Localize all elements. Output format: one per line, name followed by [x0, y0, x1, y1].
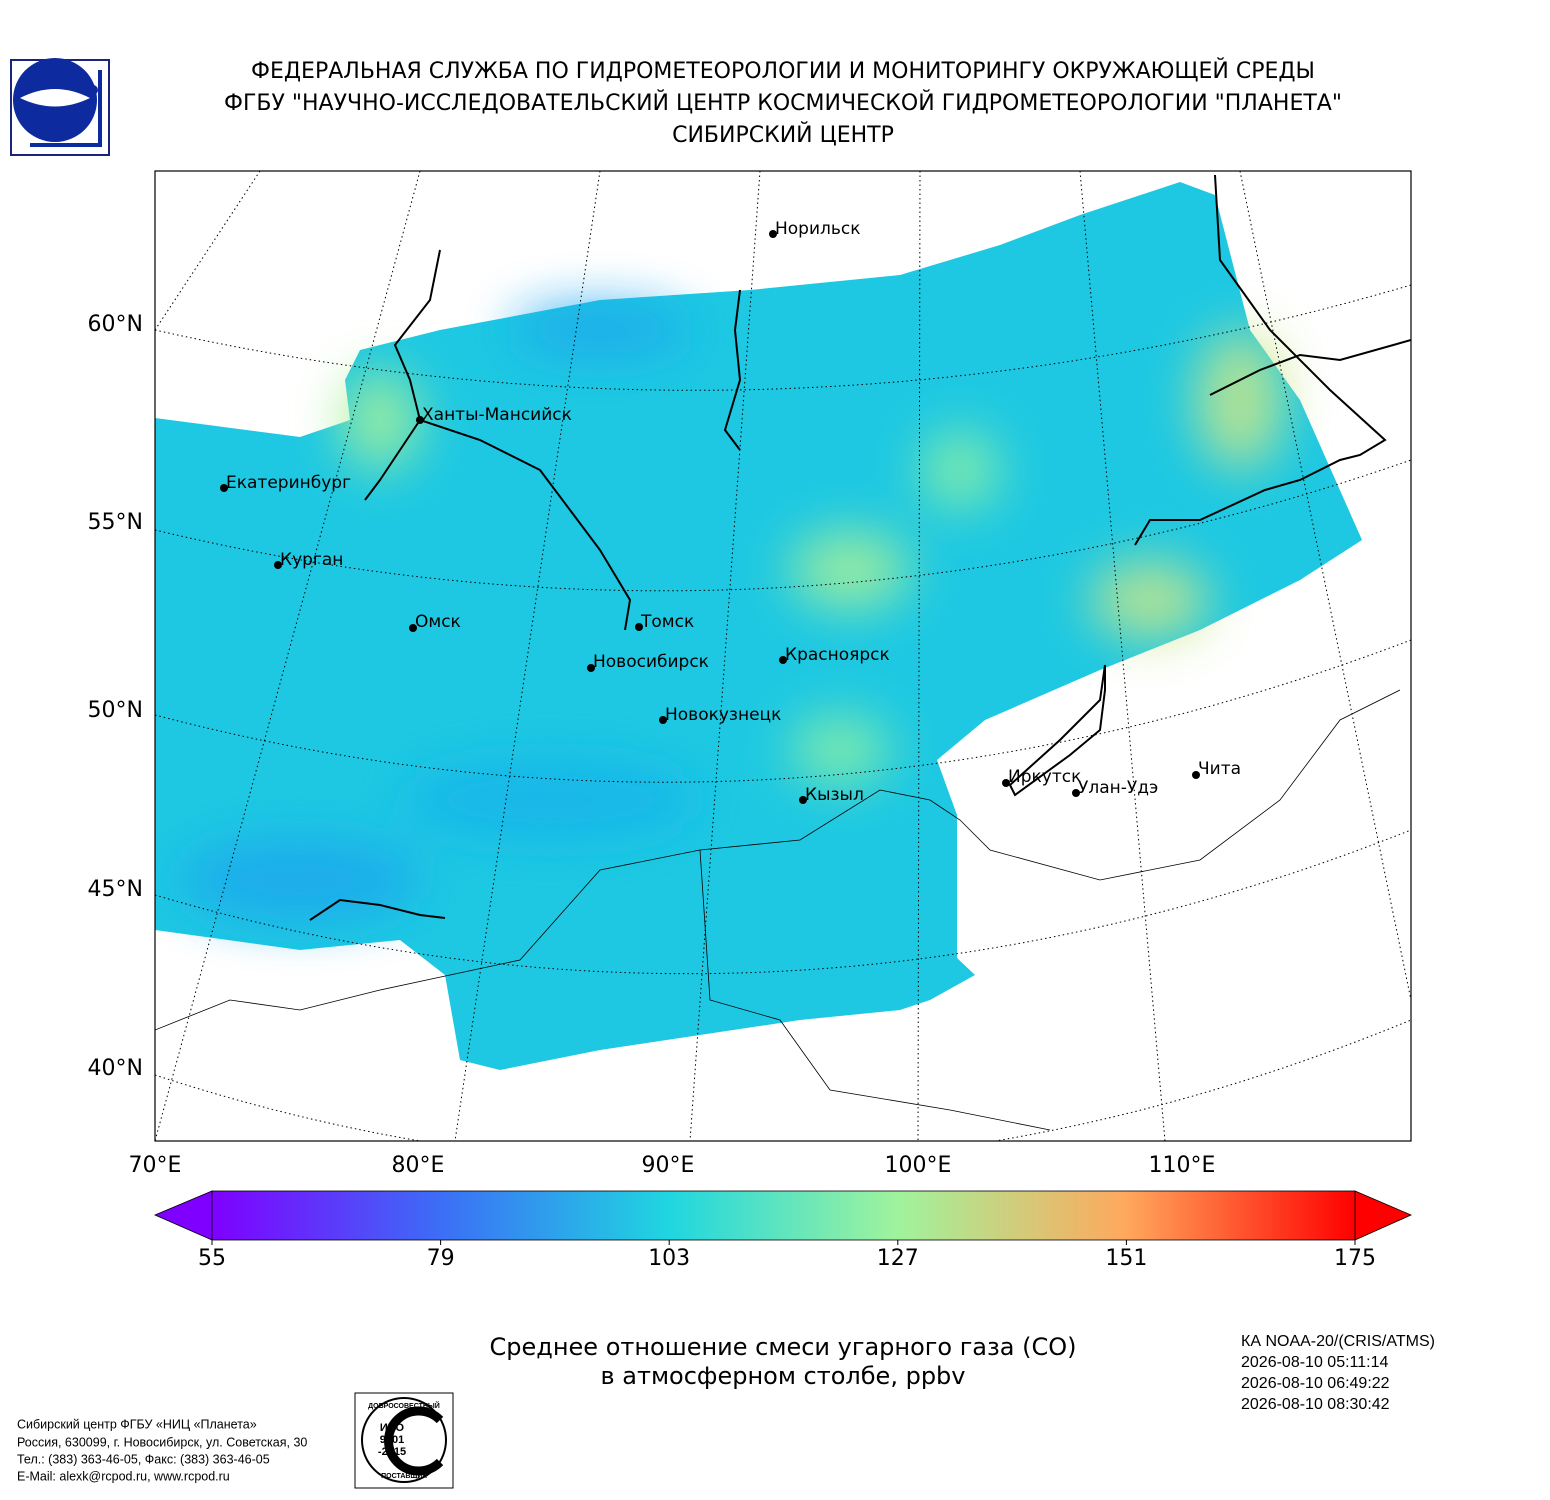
- footer-line: E-Mail: alexk@rcpod.ru, www.rcpod.ru: [17, 1469, 230, 1483]
- city-label: Томск: [640, 612, 694, 632]
- city-label: Новокузнецк: [665, 705, 781, 725]
- city: Ханты-Мансийск: [416, 405, 572, 425]
- city: Томск: [635, 612, 694, 632]
- lon-label: 80°E: [392, 1153, 445, 1178]
- iso-center: -2015: [378, 1446, 406, 1458]
- city-label: Чита: [1198, 759, 1241, 779]
- map-frame: [154, 170, 1412, 1142]
- iso-center: 9001: [380, 1434, 404, 1446]
- satellite-line: 2026-08-10 08:30:42: [1241, 1396, 1390, 1413]
- iso-top: ДОБРОСОВЕСТНЫЙ: [368, 1401, 440, 1410]
- footer-line: Россия, 630099, г. Новосибирск, ул. Сове…: [17, 1435, 307, 1449]
- co-field: [155, 182, 1362, 1070]
- iso-bottom: ПОСТАВЩИК: [381, 1473, 427, 1480]
- city-label: Улан-Удэ: [1078, 778, 1158, 798]
- caption-line: в атмосферном столбе, ppbv: [600, 1362, 965, 1390]
- colorbar-tick-label: 55: [198, 1246, 226, 1271]
- city: Новосибирск: [587, 652, 709, 672]
- lon-label: 70°E: [129, 1153, 182, 1178]
- lat-label: 45°N: [88, 877, 143, 902]
- city: Улан-Удэ: [1072, 778, 1158, 798]
- city: Норильск: [769, 219, 861, 239]
- iso-logo: ДОБРОСОВЕСТНЫЙ ИСО 9001 -2015 ПОСТАВЩИК: [354, 1392, 454, 1489]
- footer-line: Тел.: (383) 363-46-05, Факс: (383) 363-4…: [17, 1452, 270, 1466]
- lat-label: 40°N: [88, 1056, 143, 1081]
- city-label: Курган: [280, 550, 343, 570]
- colorbar-tick-label: 79: [427, 1246, 455, 1271]
- satellite-line: 2026-08-10 06:49:22: [1241, 1375, 1390, 1392]
- city: Красноярск: [779, 645, 890, 665]
- lon-label: 100°E: [885, 1153, 952, 1178]
- map: [155, 171, 1411, 1141]
- city: Иркутск: [1002, 767, 1081, 787]
- lon-label: 110°E: [1149, 1153, 1216, 1178]
- colorbar-tick-label: 151: [1105, 1246, 1147, 1271]
- city: Чита: [1192, 759, 1241, 779]
- city: Новокузнецк: [659, 705, 781, 725]
- lat-label: 60°N: [88, 312, 143, 337]
- lon-label: 90°E: [642, 1153, 695, 1178]
- footer-line: Сибирский центр ФГБУ «НИЦ «Планета»: [17, 1417, 257, 1431]
- city-label: Кызыл: [805, 785, 864, 805]
- colorbar-tick-label: 127: [877, 1246, 919, 1271]
- colorbar-tick-label: 175: [1334, 1246, 1376, 1271]
- lat-label: 55°N: [88, 510, 143, 535]
- city-label: Екатеринбург: [226, 473, 351, 493]
- lat-label: 50°N: [88, 698, 143, 723]
- header-line: ФЕДЕРАЛЬНАЯ СЛУЖБА ПО ГИДРОМЕТЕОРОЛОГИИ …: [251, 58, 1315, 84]
- planeta-logo: [10, 58, 110, 156]
- satellite-line: 2026-08-10 05:11:14: [1241, 1354, 1388, 1371]
- city: Омск: [409, 612, 461, 632]
- city: Курган: [274, 550, 343, 570]
- header-line: ФГБУ "НАУЧНО-ИССЛЕДОВАТЕЛЬСКИЙ ЦЕНТР КОС…: [224, 90, 1342, 116]
- city-label: Иркутск: [1008, 767, 1081, 787]
- colorbar: 55 79 103 127 151 175: [153, 1190, 1412, 1271]
- caption-line: Среднее отношение смеси угарного газа (C…: [490, 1333, 1077, 1361]
- city-label: Ханты-Мансийск: [422, 405, 572, 425]
- city: Екатеринбург: [220, 473, 351, 493]
- satellite-line: КА NOAA-20/(CRIS/ATMS): [1241, 1333, 1435, 1350]
- header-line: СИБИРСКИЙ ЦЕНТР: [672, 122, 894, 148]
- colorbar-tick-label: 103: [648, 1246, 690, 1271]
- city-label: Красноярск: [785, 645, 890, 665]
- city-label: Норильск: [775, 219, 861, 239]
- iso-center: ИСО: [380, 1422, 405, 1434]
- co-anomalies: [180, 305, 1285, 920]
- city-label: Омск: [415, 612, 461, 632]
- city-label: Новосибирск: [593, 652, 709, 672]
- city: Кызыл: [799, 785, 864, 805]
